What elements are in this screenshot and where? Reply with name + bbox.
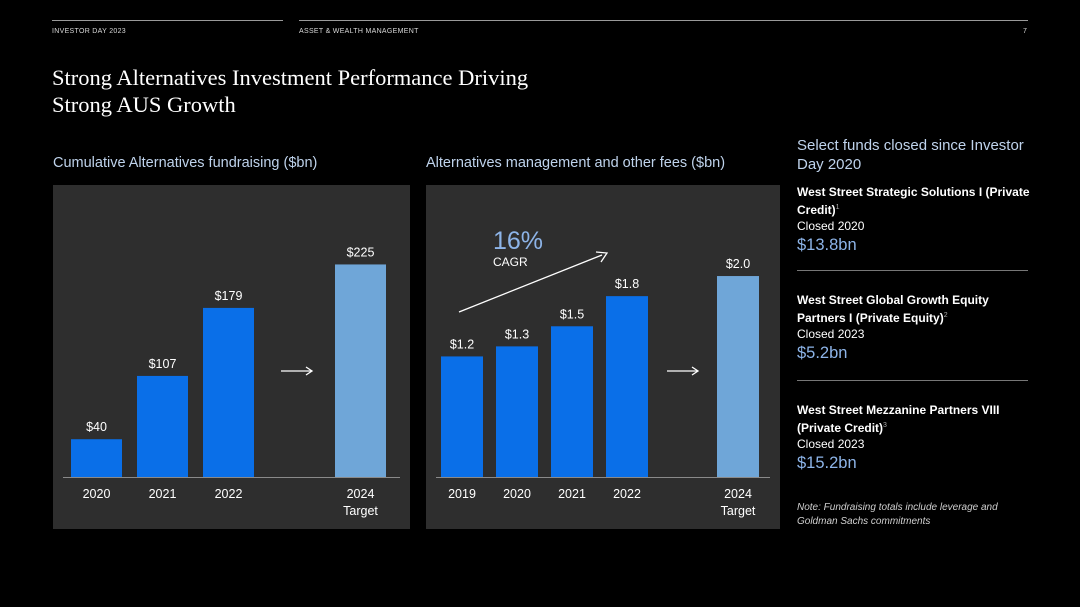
- page-title: Strong Alternatives Investment Performan…: [52, 64, 612, 118]
- fees-x-tick-2019: 2019: [448, 487, 476, 501]
- fees-bar-2019: [441, 356, 483, 477]
- fees-value-label-2022: $1.8: [615, 277, 639, 291]
- fees-value-label-2021: $1.5: [560, 307, 584, 321]
- chart2-panel: $1.2 2019 $1.3 2020 $1.5 2021 $1.8 2022 $2.0 2024…: [426, 185, 780, 529]
- fees-bar-2022: [606, 296, 648, 477]
- fund-card-2: West Street Global Growth Equity Partner…: [797, 292, 1032, 363]
- fees-x-tick-2020: 2020: [503, 487, 531, 501]
- chart1-panel: $40 2020 $107 2021 $179 2022 $225 2024 Target: [53, 185, 410, 529]
- fund-amount: $13.8bn: [797, 236, 857, 254]
- header-rule-right: [299, 20, 1028, 21]
- header-section-label: ASSET & WEALTH MANAGEMENT: [299, 28, 419, 35]
- page-number: 7: [1023, 28, 1028, 35]
- fees-arrow-right-head-icon: [691, 366, 700, 376]
- fund-amount: $5.2bn: [797, 344, 848, 362]
- fundraising-value-label-2020: $40: [86, 420, 107, 434]
- fund-name: West Street Strategic Solutions I (Priva…: [797, 185, 1030, 217]
- fundraising-chart: $40 2020 $107 2021 $179 2022 $225 2024 Target: [63, 245, 400, 518]
- fees-x-tick-2024: 2024: [724, 487, 752, 501]
- fund-closed-year: Closed 2023: [797, 327, 865, 341]
- cagr-label: CAGR: [493, 255, 528, 269]
- cagr-value: 16%: [493, 227, 543, 255]
- fees-x-sublabel: Target: [721, 504, 756, 518]
- header-event-label: INVESTOR DAY 2023: [52, 28, 126, 35]
- cagr-arrow-icon: [458, 254, 603, 313]
- sidebar-heading: Select funds closed since Investor Day 2…: [797, 137, 1024, 173]
- fund-amount: $15.2bn: [797, 454, 857, 472]
- footnote-marker: 2: [943, 312, 948, 319]
- fees-chart: $1.2 2019 $1.3 2020 $1.5 2021 $1.8 2022 $2.0 2024…: [436, 227, 770, 518]
- fundraising-value-label-2022: $179: [215, 289, 243, 303]
- chart1-title: Cumulative Alternatives fundraising ($bn…: [53, 155, 318, 171]
- fund-card-3: West Street Mezzanine Partners VIII (Pri…: [797, 402, 1032, 473]
- fees-bar-2024: [717, 276, 759, 477]
- header-rule-left: [52, 20, 283, 21]
- fund-closed-year: Closed 2020: [797, 219, 865, 233]
- fund-card-1: West Street Strategic Solutions I (Priva…: [797, 184, 1032, 255]
- fund-closed-year: Closed 2023: [797, 437, 865, 451]
- cagr-arrow-head-icon: [595, 251, 609, 263]
- fund-name: West Street Mezzanine Partners VIII (Pri…: [797, 403, 1000, 435]
- fees-x-tick-2021: 2021: [558, 487, 586, 501]
- fundraising-x-tick-2022: 2022: [215, 487, 243, 501]
- fundraising-value-label-2021: $107: [149, 357, 177, 371]
- page-title-line-2: Strong AUS Growth: [52, 92, 236, 117]
- fundraising-x-tick-2021: 2021: [149, 487, 177, 501]
- fund-name: West Street Global Growth Equity Partner…: [797, 293, 989, 325]
- footnote-marker: 1: [835, 204, 840, 211]
- fundraising-x-sublabel: Target: [343, 504, 378, 518]
- fund-divider-1: [797, 270, 1028, 271]
- fees-x-tick-2022: 2022: [613, 487, 641, 501]
- fundraising-bar-2022: [203, 307, 254, 477]
- fundraising-x-tick-2020: 2020: [83, 487, 111, 501]
- fundraising-arrow-right-head-icon: [305, 366, 314, 376]
- fees-value-label-2019: $1.2: [450, 337, 474, 351]
- fundraising-bar-2020: [71, 439, 122, 477]
- fund-divider-2: [797, 380, 1028, 381]
- fees-value-label-2024: $2.0: [726, 257, 750, 271]
- fundraising-footnote: Note: Fundraising totals include leverag…: [797, 502, 998, 527]
- fees-value-label-2020: $1.3: [505, 327, 529, 341]
- fundraising-x-tick-2024: 2024: [347, 487, 375, 501]
- fundraising-value-label-2024: $225: [347, 245, 375, 259]
- chart2-title: Alternatives management and other fees (…: [426, 155, 726, 171]
- fundraising-bar-2024: [335, 264, 386, 477]
- page-title-line-1: Strong Alternatives Investment Performan…: [52, 65, 529, 90]
- fees-bar-2020: [496, 346, 538, 477]
- fees-bar-2021: [551, 326, 593, 477]
- footnote-marker: 3: [883, 422, 887, 429]
- fundraising-bar-2021: [137, 375, 188, 477]
